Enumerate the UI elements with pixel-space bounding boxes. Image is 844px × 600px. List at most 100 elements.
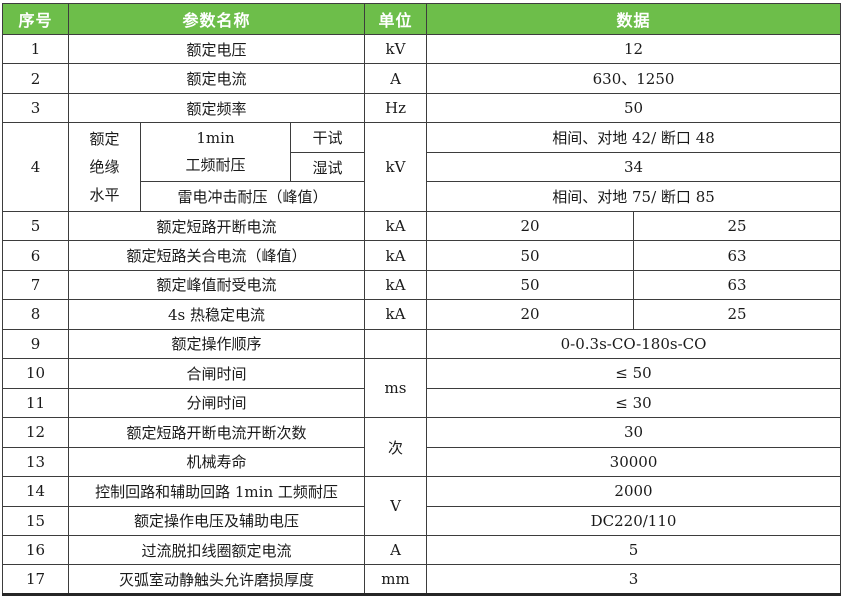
row-9-unit	[364, 328, 428, 360]
row-4-group-line1: 额定	[89, 130, 120, 149]
row-15-data: DC220/110	[426, 505, 842, 536]
row-8-data-left: 20	[426, 299, 635, 330]
table-row-14: 14 控制回路和辅助回路 1min 工频耐压 V 2000	[2, 476, 842, 536]
row-17-data: 3	[426, 564, 842, 596]
row-4-impulse-label: 雷电冲击耐压（峰值）	[139, 181, 366, 212]
row-1-name: 额定电压	[67, 33, 366, 65]
row-6-name: 额定短路关合电流（峰值）	[67, 240, 366, 271]
row-6-data-right: 63	[633, 240, 842, 271]
row-16-data: 5	[426, 534, 842, 566]
row-5-data-right: 25	[633, 210, 842, 242]
row-9-data: 0-0.3s-CO-180s-CO	[426, 328, 842, 360]
row-13-data: 30000	[426, 446, 842, 478]
row-8-no: 8	[2, 299, 69, 330]
header-col-data: 数据	[426, 3, 842, 35]
table-row-3: 3 额定频率 Hz 50	[2, 92, 842, 124]
row-17-name: 灭弧室动静触头允许磨损厚度	[67, 564, 366, 596]
row-10-11-unit: ms	[364, 358, 428, 419]
row-3-no: 3	[2, 92, 69, 124]
table-row-2: 2 额定电流 A 630、1250	[2, 63, 842, 94]
row-7-data-left: 50	[426, 269, 635, 301]
row-8-name: 4s 热稳定电流	[67, 299, 366, 330]
row-3-name: 额定频率	[67, 92, 366, 124]
table-row-6: 6 额定短路关合电流（峰值） kA 50 63	[2, 240, 842, 271]
table-row-4-dry: 4 额定 绝缘 水平 1min 工频耐压 干试 kV 相间、对地 42/ 断口 …	[2, 122, 842, 212]
row-4-freq-line2: 工频耐压	[185, 156, 246, 175]
row-15-name: 额定操作电压及辅助电压	[67, 505, 366, 536]
row-4-group-line2: 绝缘	[89, 158, 120, 177]
row-8-unit: kA	[364, 299, 428, 330]
row-4-no: 4	[2, 122, 69, 212]
row-17-unit: mm	[364, 564, 428, 596]
row-4-dry-label: 干试	[289, 122, 366, 153]
row-13-name: 机械寿命	[67, 446, 366, 478]
table-row-4-impulse: 雷电冲击耐压（峰值） 相间、对地 75/ 断口 85	[3, 181, 842, 212]
row-12-name: 额定短路开断电流开断次数	[67, 417, 366, 448]
table-row-4-wet: 湿试 34	[3, 151, 842, 183]
row-4-group-line3: 水平	[89, 186, 120, 205]
table-row-9: 9 额定操作顺序 0-0.3s-CO-180s-CO	[2, 328, 842, 360]
row-15-no: 15	[2, 505, 69, 536]
table-row-11: 11 分闸时间 ≤ 30	[2, 387, 842, 419]
row-4-insulation-level-label: 额定 绝缘 水平	[68, 122, 141, 212]
table-row-10: 10 合闸时间 ms ≤ 50	[2, 358, 842, 419]
header-col-unit: 单位	[364, 3, 428, 35]
row-16-unit: A	[364, 534, 428, 566]
header-row: 序号 参数名称 单位 数据	[2, 3, 842, 35]
row-4-wet-data: 34	[426, 151, 842, 183]
row-6-data-left: 50	[426, 240, 635, 271]
row-17-no: 17	[2, 564, 69, 596]
row-7-no: 7	[2, 269, 69, 301]
row-10-data: ≤ 50	[426, 358, 842, 389]
table-row-12: 12 额定短路开断电流开断次数 次 30	[2, 417, 842, 478]
row-6-unit: kA	[364, 240, 428, 271]
row-14-15-unit: V	[364, 476, 428, 536]
row-5-no: 5	[2, 210, 69, 242]
row-7-unit: kA	[364, 269, 428, 301]
row-6-no: 6	[2, 240, 69, 271]
row-7-data-right: 63	[633, 269, 842, 301]
row-11-name: 分闸时间	[67, 387, 366, 419]
row-5-name: 额定短路开断电流	[67, 210, 366, 242]
row-8-data-right: 25	[633, 299, 842, 330]
row-4-unit: kV	[364, 122, 428, 212]
row-12-data: 30	[426, 417, 842, 448]
row-4-freq-line1: 1min	[196, 129, 235, 148]
table-row-17: 17 灭弧室动静触头允许磨损厚度 mm 3	[2, 564, 842, 596]
table-row-5: 5 额定短路开断电流 kA 20 25	[2, 210, 842, 242]
spec-table: 序号 参数名称 单位 数据 1 额定电压 kV 12 2 额定电流 A 630、…	[2, 3, 842, 596]
table-row-13: 13 机械寿命 30000	[2, 446, 842, 478]
row-1-data: 12	[426, 33, 842, 65]
header-col-index: 序号	[2, 3, 69, 35]
row-4-dry-data: 相间、对地 42/ 断口 48	[426, 122, 842, 153]
table-row-1: 1 额定电压 kV 12	[2, 33, 842, 65]
row-13-no: 13	[2, 446, 69, 478]
row-4-power-frequency-label: 1min 工频耐压	[140, 122, 291, 183]
row-9-no: 9	[2, 328, 69, 360]
row-3-data: 50	[426, 92, 842, 124]
row-14-name: 控制回路和辅助回路 1min 工频耐压	[67, 476, 366, 507]
table-row-16: 16 过流脱扣线圈额定电流 A 5	[2, 534, 842, 566]
row-1-unit: kV	[364, 33, 428, 65]
row-2-data: 630、1250	[426, 63, 842, 94]
row-16-name: 过流脱扣线圈额定电流	[67, 534, 366, 566]
table-row-7: 7 额定峰值耐受电流 kA 50 63	[2, 269, 842, 301]
row-7-name: 额定峰值耐受电流	[67, 269, 366, 301]
row-5-unit: kA	[364, 210, 428, 242]
row-14-no: 14	[2, 476, 69, 507]
row-3-unit: Hz	[364, 92, 428, 124]
row-2-name: 额定电流	[67, 63, 366, 94]
table-row-8: 8 4s 热稳定电流 kA 20 25	[2, 299, 842, 330]
row-11-no: 11	[2, 387, 69, 419]
row-9-name: 额定操作顺序	[67, 328, 366, 360]
table-row-15: 15 额定操作电压及辅助电压 DC220/110	[2, 505, 842, 536]
row-4-impulse-data: 相间、对地 75/ 断口 85	[426, 181, 842, 212]
row-2-no: 2	[2, 63, 69, 94]
row-1-no: 1	[2, 33, 69, 65]
row-5-data-left: 20	[426, 210, 635, 242]
row-10-no: 10	[2, 358, 69, 389]
row-12-no: 12	[2, 417, 69, 448]
row-11-data: ≤ 30	[426, 387, 842, 419]
row-4-wet-label: 湿试	[289, 151, 366, 183]
